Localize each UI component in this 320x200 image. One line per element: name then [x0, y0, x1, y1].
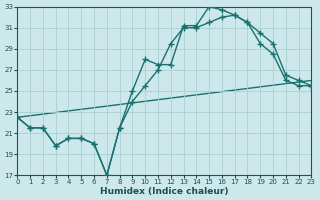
X-axis label: Humidex (Indice chaleur): Humidex (Indice chaleur): [100, 187, 228, 196]
